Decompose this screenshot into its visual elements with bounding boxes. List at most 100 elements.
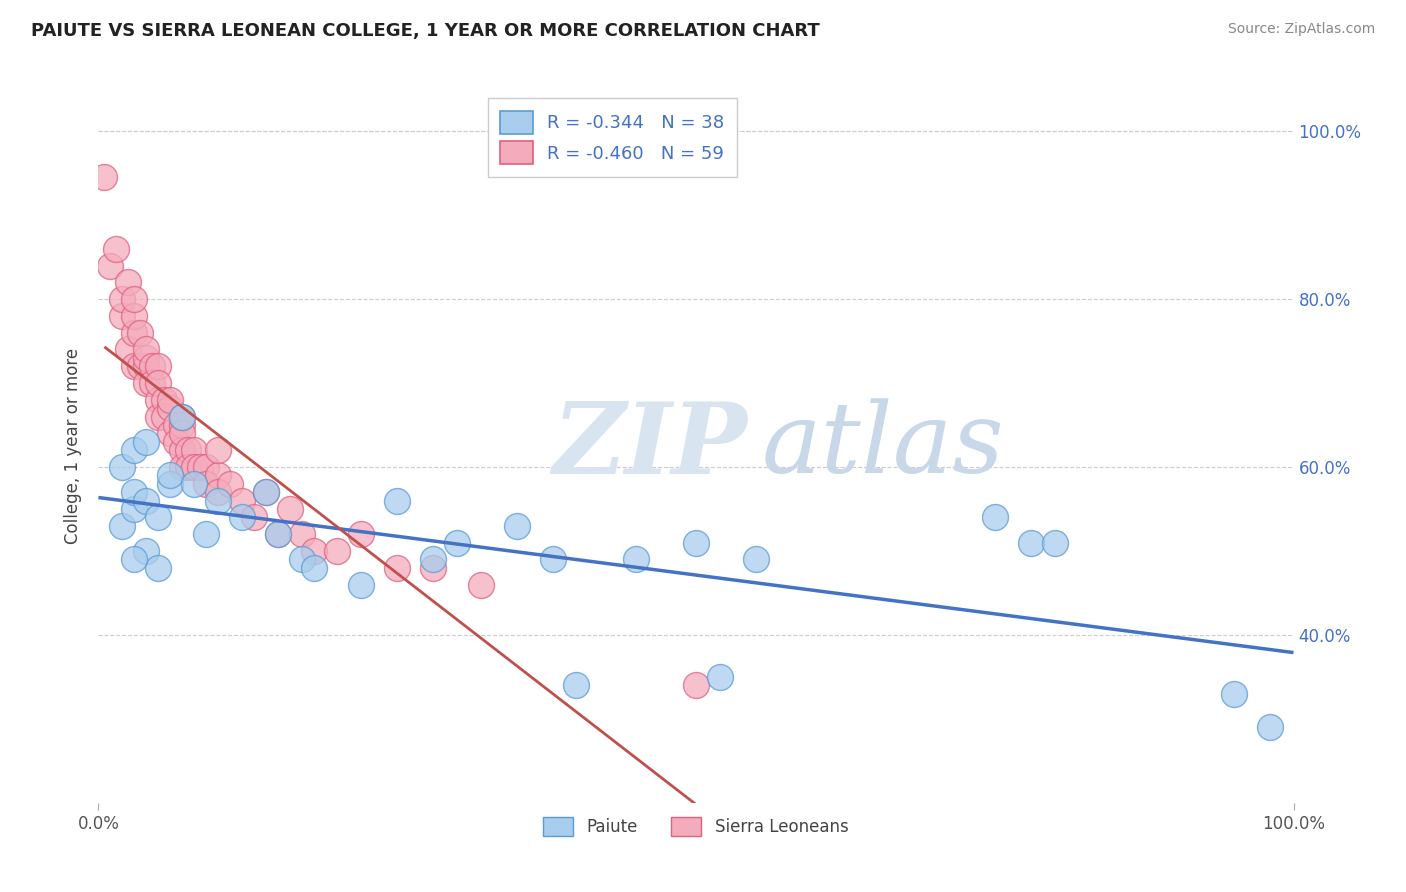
Point bbox=[153, 409, 176, 424]
Point bbox=[188, 460, 211, 475]
Text: PAIUTE VS SIERRA LEONEAN COLLEGE, 1 YEAR OR MORE CORRELATION CHART: PAIUTE VS SIERRA LEONEAN COLLEGE, 1 YEAR… bbox=[31, 22, 820, 40]
Point bbox=[172, 409, 194, 424]
Point bbox=[302, 544, 325, 558]
Point bbox=[159, 468, 181, 483]
Text: atlas: atlas bbox=[762, 399, 1004, 493]
Point bbox=[219, 476, 242, 491]
Y-axis label: College, 1 year or more: College, 1 year or more bbox=[65, 348, 83, 544]
Point bbox=[541, 552, 564, 566]
Point bbox=[278, 502, 301, 516]
Text: ZIP: ZIP bbox=[553, 398, 748, 494]
Point bbox=[153, 392, 176, 407]
Point bbox=[291, 527, 314, 541]
Point bbox=[129, 359, 152, 374]
Point bbox=[148, 359, 170, 374]
Point bbox=[117, 275, 139, 289]
Point bbox=[267, 527, 290, 541]
Point bbox=[98, 259, 122, 273]
Point bbox=[135, 376, 157, 390]
Point bbox=[422, 552, 444, 566]
Point bbox=[135, 493, 157, 508]
Point bbox=[159, 392, 181, 407]
Point bbox=[129, 326, 152, 340]
Point bbox=[117, 343, 139, 357]
Point bbox=[172, 426, 194, 441]
Point bbox=[1223, 687, 1246, 701]
Point bbox=[254, 485, 277, 500]
Point bbox=[124, 326, 146, 340]
Point bbox=[141, 376, 163, 390]
Point bbox=[565, 678, 588, 692]
Point bbox=[422, 560, 444, 574]
Point bbox=[124, 359, 146, 374]
Legend: R = -0.344   N = 38, R = -0.460   N = 59: R = -0.344 N = 38, R = -0.460 N = 59 bbox=[488, 98, 737, 178]
Point bbox=[159, 401, 181, 416]
Point bbox=[141, 359, 163, 374]
Point bbox=[124, 552, 146, 566]
Point bbox=[231, 510, 253, 524]
Point bbox=[177, 443, 200, 458]
Point bbox=[172, 417, 194, 432]
Point bbox=[124, 309, 146, 323]
Point bbox=[111, 309, 134, 323]
Point bbox=[135, 434, 157, 449]
Point bbox=[148, 560, 170, 574]
Point bbox=[1258, 720, 1281, 734]
Point bbox=[177, 460, 200, 475]
Point bbox=[195, 460, 218, 475]
Point bbox=[1043, 535, 1066, 549]
Point bbox=[135, 544, 157, 558]
Point bbox=[470, 577, 492, 591]
Point bbox=[183, 460, 205, 475]
Point bbox=[148, 510, 170, 524]
Point bbox=[243, 510, 266, 524]
Point bbox=[984, 510, 1007, 524]
Point bbox=[172, 460, 194, 475]
Point bbox=[291, 552, 314, 566]
Point bbox=[124, 485, 146, 500]
Point bbox=[93, 170, 115, 185]
Point bbox=[195, 476, 218, 491]
Point bbox=[207, 493, 229, 508]
Point bbox=[183, 476, 205, 491]
Point bbox=[148, 376, 170, 390]
Point bbox=[254, 485, 277, 500]
Point bbox=[385, 560, 409, 574]
Point bbox=[105, 242, 128, 256]
Point bbox=[172, 409, 194, 424]
Point bbox=[231, 493, 253, 508]
Point bbox=[506, 518, 529, 533]
Point bbox=[148, 409, 170, 424]
Point bbox=[350, 577, 373, 591]
Point bbox=[135, 359, 157, 374]
Legend: Paiute, Sierra Leoneans: Paiute, Sierra Leoneans bbox=[536, 808, 856, 845]
Point bbox=[207, 443, 229, 458]
Point bbox=[195, 527, 218, 541]
Point bbox=[111, 518, 134, 533]
Point bbox=[745, 552, 768, 566]
Point bbox=[159, 476, 181, 491]
Point bbox=[207, 485, 229, 500]
Point bbox=[385, 493, 409, 508]
Point bbox=[326, 544, 349, 558]
Point bbox=[111, 460, 134, 475]
Point bbox=[165, 417, 187, 432]
Point bbox=[183, 443, 205, 458]
Point bbox=[626, 552, 648, 566]
Point bbox=[124, 292, 146, 306]
Point bbox=[267, 527, 290, 541]
Point bbox=[1019, 535, 1042, 549]
Point bbox=[709, 670, 731, 684]
Point bbox=[446, 535, 468, 549]
Point bbox=[172, 443, 194, 458]
Text: Source: ZipAtlas.com: Source: ZipAtlas.com bbox=[1227, 22, 1375, 37]
Point bbox=[124, 443, 146, 458]
Point bbox=[685, 678, 707, 692]
Point bbox=[135, 343, 157, 357]
Point bbox=[207, 468, 229, 483]
Point bbox=[148, 392, 170, 407]
Point bbox=[165, 434, 187, 449]
Point bbox=[159, 426, 181, 441]
Point bbox=[302, 560, 325, 574]
Point bbox=[685, 535, 707, 549]
